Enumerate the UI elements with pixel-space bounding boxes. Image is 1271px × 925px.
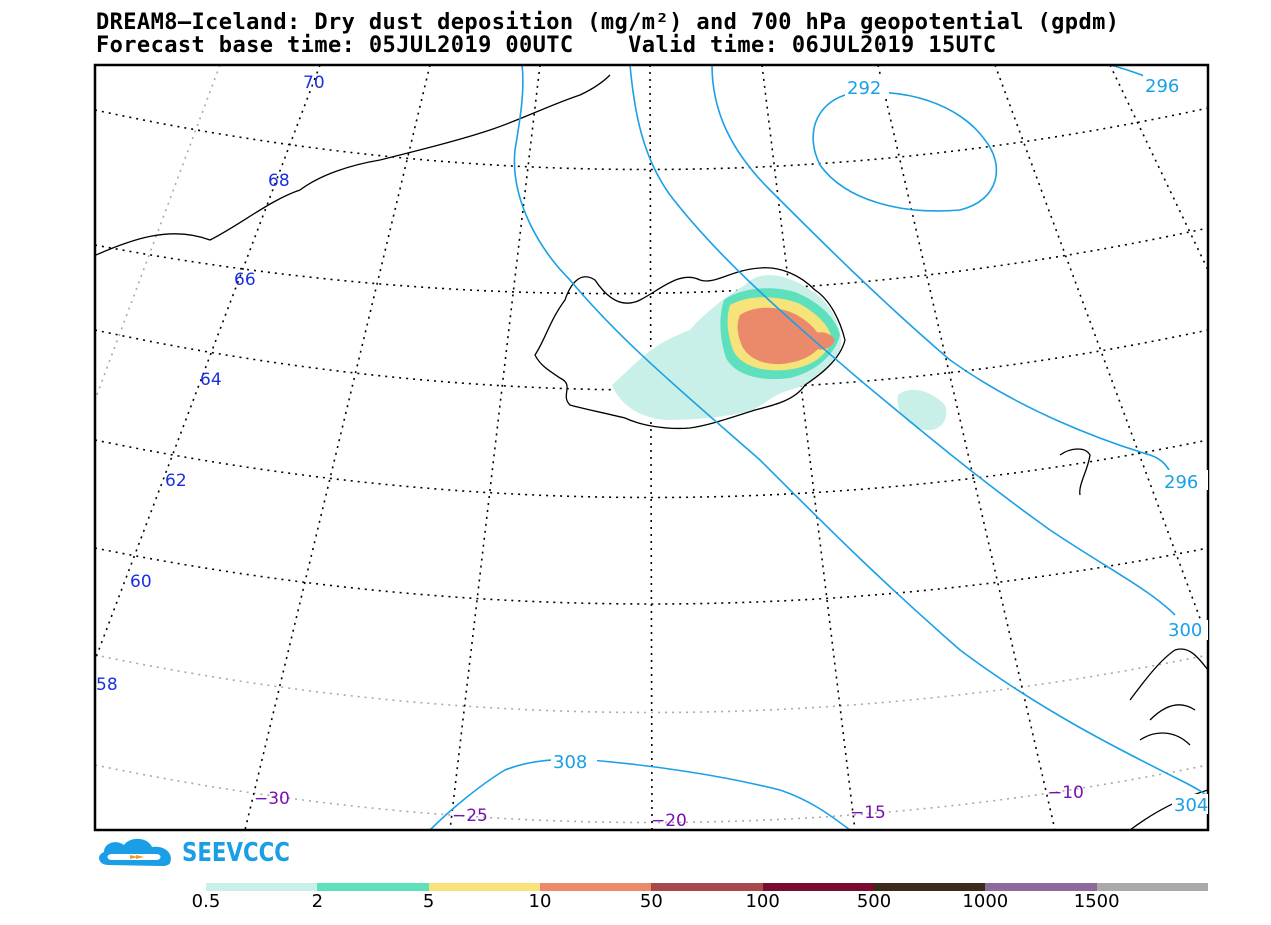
legend-label: 5 bbox=[422, 891, 435, 912]
legend-swatch bbox=[1096, 883, 1209, 891]
lat-label: 68 bbox=[268, 171, 290, 191]
legend-swatch bbox=[874, 883, 986, 891]
legend-swatch bbox=[985, 883, 1098, 891]
coastlines bbox=[95, 74, 1208, 830]
legend-label: 500 bbox=[856, 891, 892, 912]
legend-label: 2 bbox=[311, 891, 324, 912]
legend-label: 10 bbox=[528, 891, 552, 912]
legend-swatch bbox=[428, 883, 541, 891]
lat-label: 66 bbox=[234, 270, 256, 290]
logo-text: SEEVCCC bbox=[182, 838, 290, 868]
geopotential-contours bbox=[429, 65, 1208, 830]
legend-label: 1500 bbox=[1073, 891, 1120, 912]
lat-label: 70 bbox=[303, 73, 325, 93]
dust-deposition-field bbox=[612, 275, 947, 431]
seevccc-cloud-logo bbox=[99, 838, 171, 866]
lat-label: 58 bbox=[96, 675, 118, 695]
lon-label: −20 bbox=[651, 811, 687, 831]
legend-swatch bbox=[762, 883, 875, 891]
legend-swatch bbox=[540, 883, 652, 891]
lat-label: 62 bbox=[165, 471, 187, 491]
lat-label: 64 bbox=[200, 370, 222, 390]
contour-label: 300 bbox=[1168, 620, 1202, 641]
legend-swatch bbox=[317, 883, 430, 891]
legend-label: 50 bbox=[639, 891, 663, 912]
lon-label: −25 bbox=[452, 806, 488, 826]
contour-label: 296 bbox=[1164, 472, 1198, 493]
lon-label: −30 bbox=[254, 789, 290, 809]
contour-label: 308 bbox=[553, 752, 587, 773]
contour-label: 292 bbox=[847, 78, 881, 99]
legend-label: 1000 bbox=[962, 891, 1009, 912]
legend-label: 100 bbox=[745, 891, 780, 912]
legend-swatch bbox=[651, 883, 764, 891]
lat-label: 60 bbox=[130, 572, 152, 592]
legend-label: 0.5 bbox=[191, 891, 221, 912]
lon-label: −15 bbox=[850, 803, 886, 823]
map-frame bbox=[93, 63, 1210, 832]
map-title: DREAM8–Iceland: Dry dust deposition (mg/… bbox=[96, 10, 1120, 35]
lon-label: −10 bbox=[1048, 783, 1084, 803]
contour-label: 304 bbox=[1174, 795, 1208, 816]
longitude-gridlines bbox=[95, 65, 1208, 830]
legend-swatch bbox=[206, 883, 318, 891]
contour-label: 296 bbox=[1145, 76, 1179, 97]
map-subtitle: Forecast base time: 05JUL2019 00UTC Vali… bbox=[96, 33, 997, 58]
